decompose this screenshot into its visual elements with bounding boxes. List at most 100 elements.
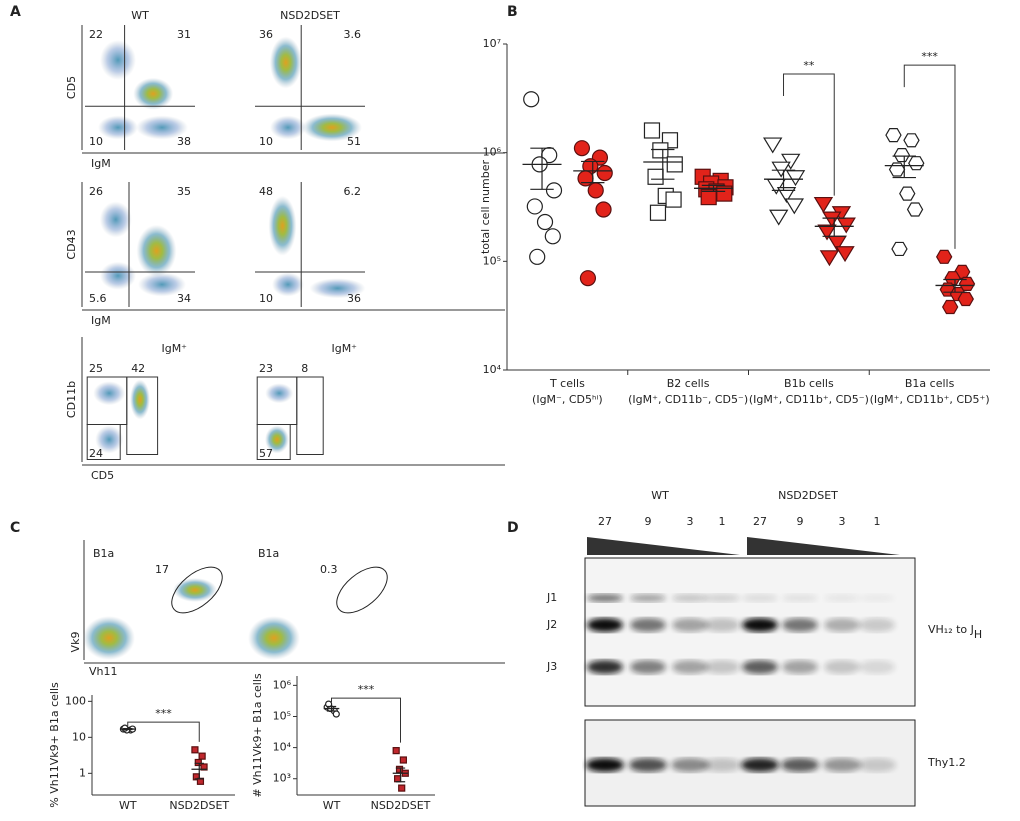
data-point — [395, 765, 404, 773]
cell-density — [98, 115, 138, 140]
data-point — [652, 142, 669, 159]
data-point — [573, 140, 591, 157]
cell-density — [265, 425, 289, 454]
group-label: WT — [651, 489, 669, 502]
quadrant-percent: 36 — [347, 292, 361, 305]
x-tick-label: B1b cells — [784, 377, 834, 390]
data-point — [893, 147, 911, 163]
cell-density — [136, 115, 188, 140]
data-point — [200, 763, 208, 771]
panel-label: C — [10, 520, 20, 536]
data-point — [325, 700, 333, 708]
cell-density — [138, 272, 186, 297]
data-point — [332, 710, 340, 718]
data-point — [822, 211, 842, 228]
error-bar — [822, 217, 846, 237]
y-axis-label: CD11b — [65, 381, 78, 418]
gate — [296, 376, 324, 455]
data-point — [885, 128, 902, 143]
band-label: J1 — [546, 591, 557, 604]
gate-percent: 17 — [155, 563, 169, 576]
data-point — [771, 161, 791, 178]
gel-band — [742, 660, 778, 674]
data-point — [523, 91, 540, 108]
gel-band — [824, 618, 860, 632]
y-tick-label: 10⁶ — [483, 146, 502, 159]
dilution-label: 9 — [797, 515, 804, 528]
x-tick-note: (IgM⁺, CD11b⁺, CD5⁻) — [749, 393, 869, 406]
quadrant-percent: 10 — [89, 135, 103, 148]
y-axis-label: % Vh11Vk9+ B1a cells — [48, 682, 61, 808]
cell-density — [173, 578, 217, 602]
gate — [336, 566, 388, 614]
gel-band — [824, 594, 860, 602]
data-point — [836, 217, 856, 234]
gel-band — [782, 618, 818, 632]
gel-band — [704, 660, 740, 674]
y-axis-label: CD43 — [65, 229, 78, 259]
data-point — [908, 156, 925, 171]
product-text: VH₁₂ to J — [928, 623, 974, 636]
cell-density — [270, 115, 306, 140]
quadrant-percent: 6.2 — [344, 185, 362, 198]
panel-label: B — [507, 4, 518, 20]
gate — [126, 376, 159, 455]
gel-band — [703, 758, 741, 772]
gate-percent: 25 — [89, 362, 103, 375]
x-axis-label: CD5 — [91, 469, 114, 482]
gate-percent: 42 — [131, 362, 145, 375]
panel-label: A — [10, 4, 21, 20]
y-tick-label: 10⁴ — [483, 363, 502, 376]
gel-band — [672, 594, 708, 602]
gel-band — [587, 660, 623, 674]
error-bar — [701, 184, 726, 193]
data-point — [198, 752, 206, 760]
data-point — [899, 186, 916, 201]
quadrant-percent: 51 — [347, 135, 361, 148]
cell-density — [272, 272, 304, 297]
dilution-wedge — [747, 537, 900, 555]
gel-band — [672, 660, 708, 674]
data-point — [776, 187, 797, 204]
gel-band — [781, 758, 819, 772]
error-bar — [123, 727, 133, 731]
data-point — [763, 137, 783, 154]
significance-label: ** — [803, 59, 815, 72]
x-tick-label: WT — [119, 799, 137, 812]
x-tick-note: (IgM⁻, CD5ʰⁱ) — [532, 393, 603, 406]
gate — [86, 424, 121, 460]
y-axis-label: CD5 — [65, 76, 78, 99]
x-axis-label: Vh11 — [89, 665, 118, 678]
cell-density — [133, 77, 174, 110]
x-tick-label: NSD2DSET — [371, 799, 431, 812]
data-point — [647, 168, 664, 185]
quadrant-percent: 38 — [177, 135, 191, 148]
significance-label: *** — [921, 50, 938, 63]
cell-density — [269, 36, 302, 89]
gate-percent: 57 — [259, 447, 273, 460]
x-tick-note: (IgM⁺, CD11b⁻, CD5⁻) — [628, 393, 748, 406]
x-axis-label: IgM — [91, 314, 111, 327]
gel-frame — [584, 557, 916, 707]
error-bar — [395, 767, 406, 783]
data-point — [544, 228, 561, 245]
gel-band — [741, 758, 779, 772]
gel-band — [587, 618, 623, 632]
quadrant-percent: 22 — [89, 28, 103, 41]
y-tick-label: 100 — [65, 694, 86, 707]
dilution-label: 27 — [598, 515, 612, 528]
data-point — [579, 270, 597, 287]
dilution-label: 3 — [839, 515, 846, 528]
data-point — [392, 747, 400, 755]
gel-band — [630, 618, 666, 632]
data-point — [835, 246, 855, 263]
x-tick-label: WT — [323, 799, 341, 812]
significance-bracket — [903, 64, 956, 249]
cell-density — [309, 278, 366, 299]
error-bar — [771, 169, 796, 191]
gel-band — [859, 618, 895, 632]
x-tick-label: B2 cells — [667, 377, 710, 390]
x-tick-label: T cells — [549, 377, 585, 390]
gate — [171, 566, 223, 614]
